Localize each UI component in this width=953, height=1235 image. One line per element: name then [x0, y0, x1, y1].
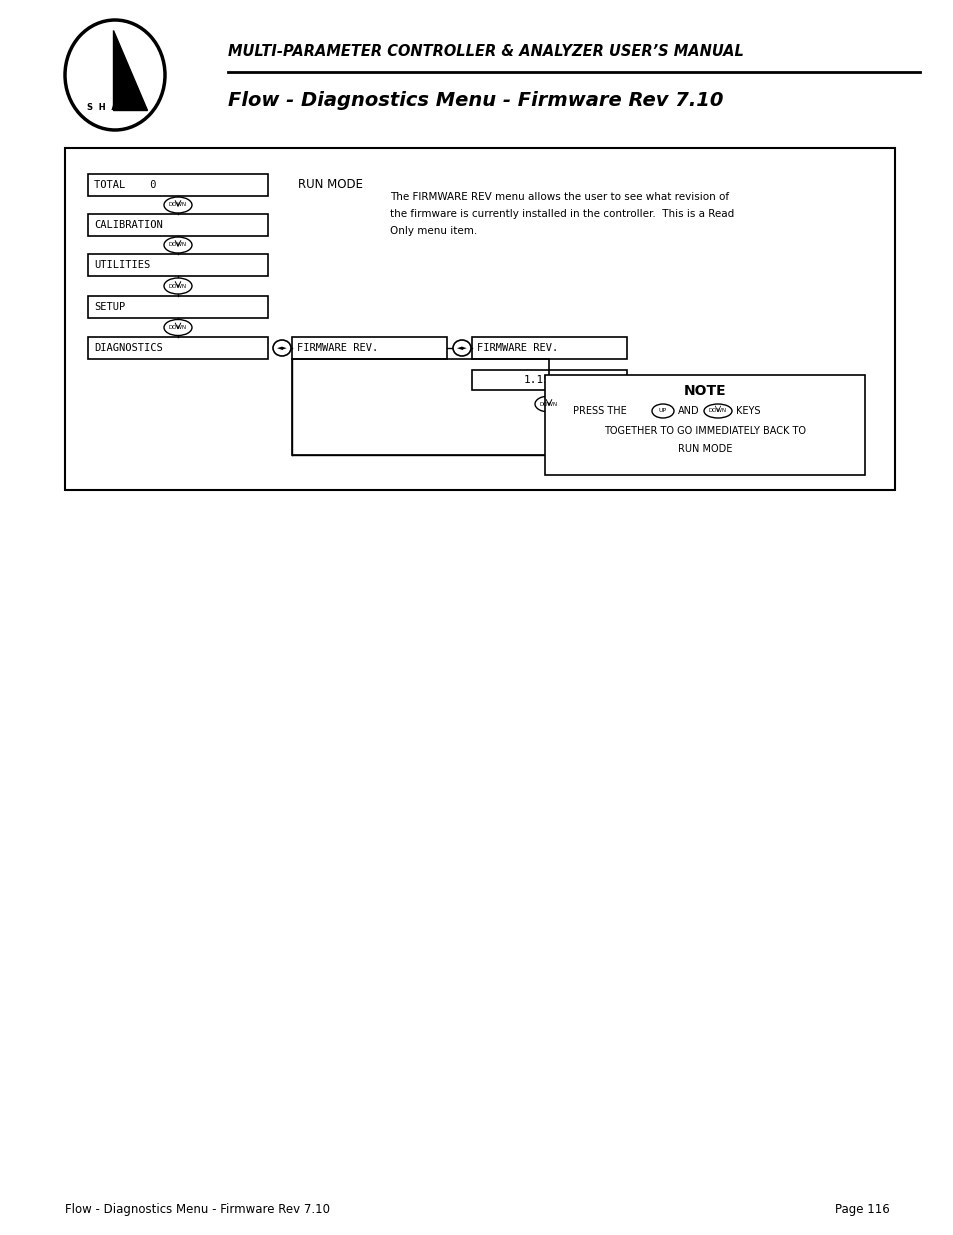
- Text: The FIRMWARE REV menu allows the user to see what revision of: The FIRMWARE REV menu allows the user to…: [390, 191, 728, 203]
- Text: UTILITIES: UTILITIES: [94, 261, 150, 270]
- Bar: [88, 214, 268, 236]
- Text: RUN MODE: RUN MODE: [677, 445, 731, 454]
- Text: UP: UP: [659, 409, 666, 414]
- Ellipse shape: [164, 198, 192, 212]
- Ellipse shape: [164, 320, 192, 336]
- Text: DIAGNOSTICS: DIAGNOSTICS: [94, 343, 163, 353]
- Ellipse shape: [164, 278, 192, 294]
- Ellipse shape: [651, 404, 673, 417]
- Polygon shape: [112, 30, 147, 110]
- Ellipse shape: [703, 404, 731, 417]
- Text: the firmware is currently installed in the controller.  This is a Read: the firmware is currently installed in t…: [390, 209, 734, 219]
- Text: DOWN: DOWN: [169, 325, 187, 330]
- Text: ◄►: ◄►: [456, 345, 467, 351]
- Ellipse shape: [453, 340, 471, 356]
- Text: Page 116: Page 116: [835, 1203, 889, 1216]
- Text: SETUP: SETUP: [94, 303, 125, 312]
- Bar: [88, 337, 268, 359]
- Bar: [544, 375, 864, 475]
- Text: CALIBRATION: CALIBRATION: [94, 220, 163, 230]
- Ellipse shape: [164, 237, 192, 253]
- Bar: [292, 359, 548, 454]
- Ellipse shape: [273, 340, 291, 356]
- Bar: [88, 296, 268, 317]
- Text: PRESS THE: PRESS THE: [573, 406, 626, 416]
- Text: Flow - Diagnostics Menu - Firmware Rev 7.10: Flow - Diagnostics Menu - Firmware Rev 7…: [65, 1203, 330, 1216]
- Bar: [472, 337, 626, 359]
- Text: DOWN: DOWN: [169, 242, 187, 247]
- Text: DOWN: DOWN: [169, 284, 187, 289]
- Text: AND: AND: [678, 406, 699, 416]
- Text: DOWN: DOWN: [539, 401, 558, 406]
- Bar: [292, 337, 447, 359]
- Text: ◄►: ◄►: [276, 345, 287, 351]
- Text: DOWN: DOWN: [169, 203, 187, 207]
- Text: NOTE: NOTE: [683, 384, 725, 398]
- Bar: [65, 148, 894, 490]
- Ellipse shape: [535, 396, 562, 412]
- Bar: [472, 370, 626, 390]
- Text: Flow - Diagnostics Menu - Firmware Rev 7.10: Flow - Diagnostics Menu - Firmware Rev 7…: [228, 90, 722, 110]
- Text: S  H  A  R  K: S H A R K: [88, 104, 143, 112]
- Text: FIRMWARE REV.: FIRMWARE REV.: [296, 343, 377, 353]
- Bar: [88, 174, 268, 196]
- Text: 1.15: 1.15: [523, 375, 550, 385]
- Text: Only menu item.: Only menu item.: [390, 226, 476, 236]
- Text: FIRMWARE REV.: FIRMWARE REV.: [476, 343, 558, 353]
- Text: ►: ►: [615, 375, 621, 384]
- Text: TOGETHER TO GO IMMEDIATELY BACK TO: TOGETHER TO GO IMMEDIATELY BACK TO: [603, 426, 805, 436]
- Text: MULTI-PARAMETER CONTROLLER & ANALYZER USER’S MANUAL: MULTI-PARAMETER CONTROLLER & ANALYZER US…: [228, 44, 743, 59]
- Text: RUN MODE: RUN MODE: [297, 179, 363, 191]
- Text: TOTAL    0: TOTAL 0: [94, 180, 156, 190]
- Text: DOWN: DOWN: [708, 409, 726, 414]
- Text: KEYS: KEYS: [735, 406, 760, 416]
- Bar: [88, 254, 268, 275]
